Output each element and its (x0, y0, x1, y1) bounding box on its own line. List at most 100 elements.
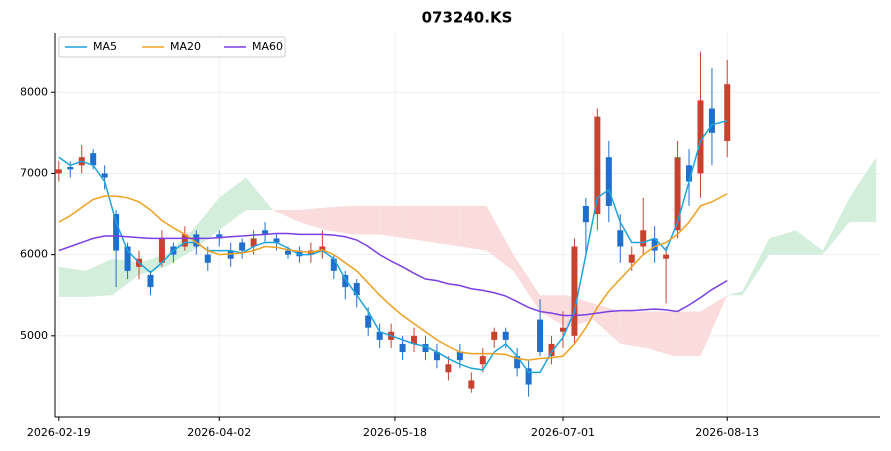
candle-body (330, 258, 337, 271)
cloud (795, 230, 823, 255)
candle-body (216, 234, 223, 239)
cloud (727, 291, 743, 296)
cloud (219, 177, 246, 231)
candle-body (239, 242, 246, 251)
cloud (593, 303, 621, 344)
candle-body (491, 331, 498, 340)
cloud (433, 205, 460, 247)
candle-body (708, 108, 715, 133)
legend-label: MA20 (170, 40, 201, 53)
x-tick-label: 2026-07-01 (531, 426, 595, 439)
cloud (647, 311, 674, 357)
y-tick-label: 5000 (20, 329, 48, 342)
y-tick-label: 7000 (20, 166, 48, 179)
ma-line (58, 119, 728, 374)
candle-body (571, 246, 578, 336)
cloud (742, 238, 770, 296)
cloud (165, 230, 193, 267)
cloud (849, 157, 877, 223)
candle-body (67, 166, 74, 170)
cloud (352, 205, 380, 235)
cloud (769, 230, 796, 255)
x-tick-label: 2026-05-18 (363, 426, 427, 439)
candle-body (422, 343, 429, 353)
candle-body (227, 250, 234, 259)
cloud (245, 177, 273, 210)
candle-body (296, 250, 303, 257)
candle-body (147, 274, 154, 288)
cloud (379, 205, 407, 239)
legend-label: MA5 (93, 40, 117, 53)
candle-body (250, 238, 257, 247)
candle-body (594, 116, 601, 215)
candle-body (411, 335, 418, 344)
cloud (673, 311, 701, 357)
candle-body (651, 238, 658, 251)
candle-body (724, 84, 731, 141)
cloud (620, 311, 648, 348)
candle-body (55, 169, 62, 174)
candle-body (124, 246, 131, 271)
candle-body (319, 246, 326, 251)
legend-box (58, 36, 286, 58)
legend-label: MA60 (252, 40, 283, 53)
cloud (85, 258, 113, 297)
candle-body (365, 315, 372, 328)
candle-body (605, 157, 612, 206)
candle-body (468, 380, 475, 389)
candle-body (90, 153, 97, 166)
candle-body (514, 356, 521, 369)
candle-body (113, 214, 120, 251)
candle-body (342, 274, 349, 288)
cloud (540, 295, 567, 328)
cloud (486, 205, 514, 271)
candle-body (284, 250, 291, 255)
candle-body (640, 230, 647, 247)
candle-body (559, 327, 566, 332)
candle-body (158, 238, 165, 263)
chart-title: 073240.KS (422, 9, 513, 27)
candle-body (686, 165, 693, 182)
y-tick-label: 6000 (20, 248, 48, 261)
ma-line (58, 193, 728, 361)
candle-body (697, 100, 704, 174)
cloud (459, 205, 487, 251)
candle-body (548, 343, 555, 357)
candle-body (525, 368, 532, 385)
candle-body (537, 319, 544, 353)
candle-body (273, 238, 280, 243)
candle-body (262, 230, 269, 235)
candle-body (399, 343, 406, 353)
candle-body (456, 352, 463, 361)
candle-body (353, 283, 360, 296)
candle-body (376, 331, 383, 340)
candle-body (479, 356, 486, 365)
candle-body (193, 234, 200, 247)
candle-body (582, 205, 589, 223)
candle-body (101, 173, 108, 178)
cloud (822, 197, 850, 255)
candle-body (628, 254, 635, 263)
cloud (58, 266, 86, 297)
cloud (513, 254, 541, 312)
cloud (700, 295, 728, 357)
cloud (112, 258, 140, 296)
y-tick-label: 8000 (20, 85, 48, 98)
x-tick-label: 2026-02-19 (27, 426, 91, 439)
cloud (566, 295, 594, 328)
candle-body (663, 254, 670, 259)
candle-body (181, 234, 188, 247)
cloud (299, 207, 327, 231)
candle-body (502, 331, 509, 340)
cloud (272, 209, 300, 223)
x-tick-label: 2026-08-13 (695, 426, 759, 439)
cloud (406, 205, 434, 243)
candle-body (204, 254, 211, 263)
legend: MA5 MA20 MA60 (58, 36, 286, 58)
candle-body (674, 157, 681, 231)
ma-line (58, 232, 728, 317)
candle-body (617, 230, 624, 247)
cloud (326, 205, 353, 235)
